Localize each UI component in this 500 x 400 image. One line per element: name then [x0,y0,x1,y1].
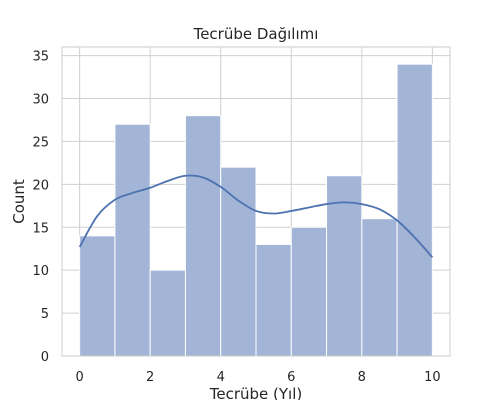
x-tick-label: 2 [146,370,154,385]
histogram-bar [79,235,116,357]
x-tick-labels: 0 2 4 6 8 10 [75,370,440,385]
y-tick-label: 35 [32,50,49,65]
plot-frame [61,46,451,357]
x-tick-label: 10 [424,370,441,385]
y-tick-labels: 0 5 10 15 20 25 30 35 [32,50,49,365]
histogram-bar [396,63,433,357]
y-tick-label: 30 [32,93,49,108]
x-tick-label: 6 [287,370,295,385]
y-axis-label: Count [10,179,28,224]
histogram-bar [255,243,292,357]
histogram-bar [361,218,398,357]
x-tick-label: 4 [217,370,225,385]
y-tick-label: 10 [32,264,49,279]
histogram-bar [184,115,222,357]
histogram-bar [149,269,186,357]
histogram-bar [114,123,151,357]
kde-curve [78,174,434,258]
histogram-bar [326,175,363,357]
histogram-bar [290,226,328,357]
chart-title: Tecrübe Dağılımı [193,25,319,43]
histogram-bars [79,63,433,357]
y-tick-label: 15 [32,221,49,236]
x-axis-label: Tecrübe (Yıl) [209,385,302,400]
y-tick-label: 5 [41,307,49,322]
histogram-bar [220,166,257,357]
y-tick-label: 25 [32,135,49,150]
x-tick-label: 8 [358,370,366,385]
y-tick-label: 0 [41,350,49,365]
y-tick-label: 20 [32,178,49,193]
x-tick-label: 0 [75,370,83,385]
